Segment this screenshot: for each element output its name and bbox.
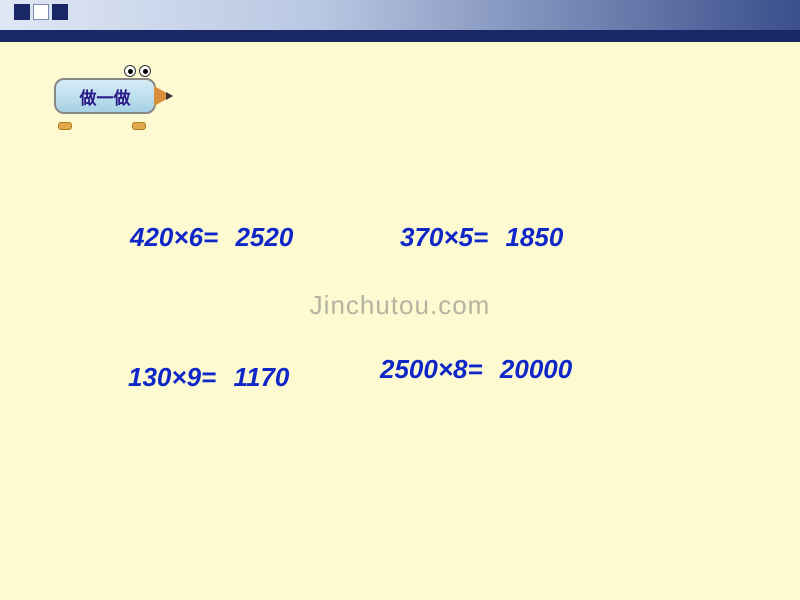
title-bar bbox=[0, 0, 800, 42]
equation-3: 130×9= 1170 bbox=[128, 362, 289, 393]
equation-answer: 1170 bbox=[233, 362, 289, 393]
badge-label: 做一做 bbox=[80, 84, 131, 109]
equation-answer: 1850 bbox=[505, 222, 563, 253]
title-bar-gradient bbox=[0, 0, 800, 30]
equation-4: 2500×8= 20000 bbox=[380, 354, 572, 385]
equation-answer: 2520 bbox=[235, 222, 293, 253]
title-bar-stripe bbox=[0, 30, 800, 42]
equation-2: 370×5= 1850 bbox=[400, 222, 563, 253]
equation-expression: 2500×8= bbox=[380, 354, 483, 385]
slide: 做一做 420×6= 2520 370×5= 1850 Jinchutou.co… bbox=[0, 0, 800, 600]
equation-expression: 370×5= bbox=[400, 222, 488, 253]
slide-content: 做一做 420×6= 2520 370×5= 1850 Jinchutou.co… bbox=[0, 42, 800, 600]
pencil-foot-icon bbox=[132, 122, 146, 130]
square-icon bbox=[14, 4, 30, 20]
square-icon bbox=[33, 4, 49, 20]
pencil-foot-icon bbox=[58, 122, 72, 130]
badge-body: 做一做 bbox=[54, 78, 156, 114]
equation-1: 420×6= 2520 bbox=[130, 222, 293, 253]
do-it-badge: 做一做 bbox=[50, 64, 170, 132]
pencil-lead-icon bbox=[166, 92, 173, 100]
equation-expression: 420×6= bbox=[130, 222, 218, 253]
pencil-eyes-icon bbox=[124, 65, 154, 79]
equation-expression: 130×9= bbox=[128, 362, 216, 393]
corner-squares bbox=[14, 4, 68, 20]
watermark: Jinchutou.com bbox=[0, 290, 800, 321]
equation-answer: 20000 bbox=[500, 354, 572, 385]
square-icon bbox=[52, 4, 68, 20]
